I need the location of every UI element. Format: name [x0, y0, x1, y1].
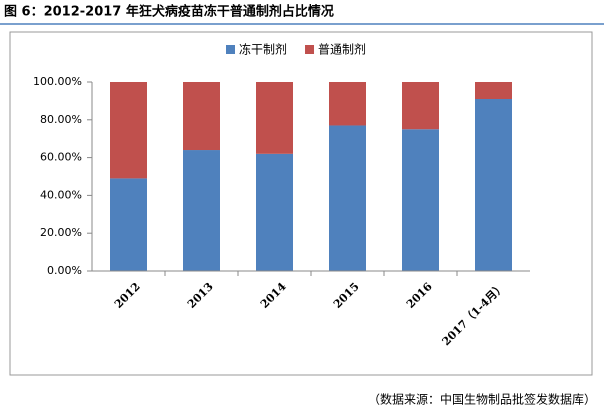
legend-label: 冻干制剂: [239, 42, 287, 57]
bar-segment: [329, 125, 366, 271]
y-tick-label: 80.00%: [40, 113, 82, 126]
bar-segment: [402, 82, 439, 130]
bar-segment: [183, 82, 220, 151]
source-note: （数据来源：中国生物制品批签发数据库）: [368, 392, 596, 407]
bar-segment: [329, 82, 366, 126]
bar-segment: [402, 129, 439, 271]
bar-segment: [110, 82, 147, 179]
bar-segment: [183, 150, 220, 271]
y-tick-label: 40.00%: [40, 188, 82, 201]
bar-segment: [475, 99, 512, 271]
y-tick-label: 0.00%: [47, 264, 82, 277]
chart-title: 图 6：2012-2017 年狂犬病疫苗冻干普通制剂占比情况: [4, 4, 334, 20]
legend-swatch: [305, 45, 315, 54]
legend-label: 普通制剂: [318, 42, 366, 57]
bar-segment: [475, 82, 512, 100]
bar-segment: [110, 178, 147, 271]
y-tick-label: 100.00%: [33, 75, 82, 88]
bar-segment: [256, 153, 293, 271]
legend-swatch: [226, 45, 235, 54]
y-tick-label: 20.00%: [40, 226, 82, 239]
bar-segment: [256, 82, 293, 154]
y-tick-label: 60.00%: [40, 151, 82, 164]
